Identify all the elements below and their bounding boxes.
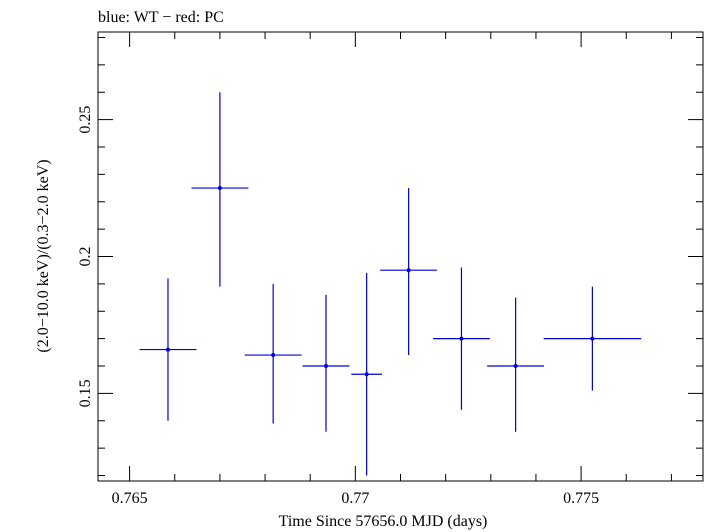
- data-marker: [217, 186, 222, 191]
- data-point: [302, 294, 350, 432]
- data-marker: [459, 336, 464, 341]
- axis-ticks: [98, 32, 703, 481]
- plot-frame: [97, 31, 704, 482]
- data-marker: [513, 364, 518, 369]
- y-tick-label: 0.15: [77, 379, 94, 407]
- data-marker: [406, 268, 411, 273]
- x-tick-label: 0.765: [112, 490, 148, 507]
- axis-tick-labels: 0.765 0.77 0.775 0.15 0.2 0.25: [77, 106, 599, 507]
- y-tick-label: 0.2: [77, 247, 94, 267]
- data-point: [543, 286, 642, 391]
- chart-title: blue: WT − red: PC: [98, 9, 224, 26]
- x-tick-label: 0.77: [341, 490, 369, 507]
- data-point: [433, 267, 490, 410]
- x-axis-label: Time Since 57656.0 MJD (days): [279, 513, 488, 530]
- data-point: [191, 92, 249, 287]
- y-tick-label: 0.25: [77, 106, 94, 134]
- data-point: [244, 283, 302, 424]
- data-point: [487, 297, 545, 432]
- data-point: [351, 272, 382, 476]
- x-tick-label: 0.775: [563, 490, 599, 507]
- data-marker: [590, 336, 595, 341]
- data-marker: [324, 364, 329, 369]
- data-marker: [271, 353, 276, 358]
- data-point: [380, 188, 438, 356]
- data-point: [139, 278, 197, 421]
- data-marker: [364, 372, 369, 377]
- data-marker: [165, 347, 170, 352]
- y-axis-label: (2.0−10.0 keV)/(0.3−2.0 keV): [35, 159, 52, 352]
- data-series: [139, 92, 642, 476]
